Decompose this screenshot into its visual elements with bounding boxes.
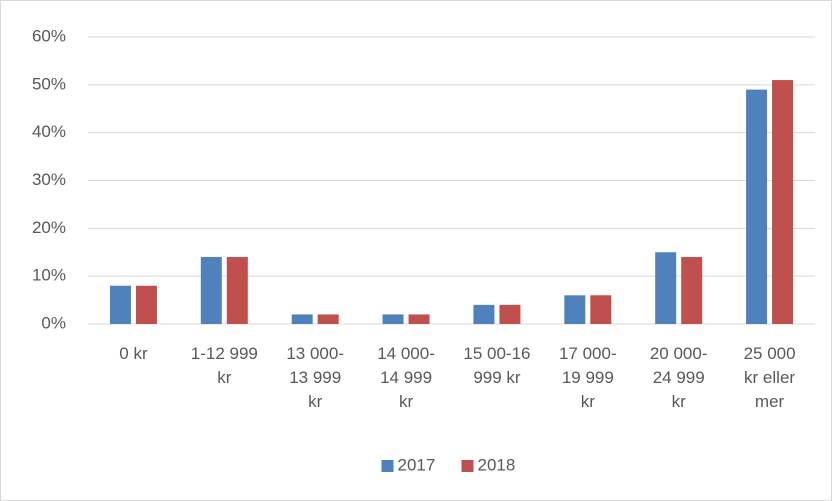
bar — [681, 257, 703, 324]
bar — [135, 285, 157, 324]
bar — [564, 295, 586, 324]
legend-label: 2017 — [398, 455, 436, 474]
legend-swatch — [461, 460, 474, 472]
y-tick-label: 0% — [41, 313, 66, 332]
x-tick-label: 17 000-19 999 kr — [559, 344, 617, 411]
y-tick-label: 40% — [32, 122, 66, 141]
bar — [746, 89, 768, 324]
bar — [109, 285, 131, 324]
bar — [200, 257, 222, 324]
bar — [499, 304, 521, 324]
bar — [317, 314, 339, 324]
y-tick-label: 60% — [32, 26, 66, 45]
bar — [382, 314, 404, 324]
bar — [473, 304, 495, 324]
x-tick-label: 0 kr — [119, 344, 148, 363]
y-tick-label: 30% — [32, 170, 66, 189]
y-tick-label: 10% — [32, 266, 66, 285]
legend-swatch — [381, 460, 394, 472]
legend-label: 2018 — [478, 455, 516, 474]
x-tick-label: 15 00-16 999 kr — [463, 344, 530, 387]
bar — [291, 314, 313, 324]
x-tick-label: 13 000-13 999 kr — [286, 344, 344, 411]
x-tick-label: 1-12 999 kr — [191, 344, 258, 387]
bar — [226, 257, 248, 324]
bar — [590, 295, 612, 324]
x-tick-label: 25 000 kr eller mer — [744, 344, 796, 411]
bar — [772, 80, 794, 324]
bar — [655, 252, 677, 324]
x-tick-label: 20 000-24 999 kr — [650, 344, 708, 411]
y-tick-label: 20% — [32, 218, 66, 237]
y-tick-label: 50% — [32, 74, 66, 93]
x-tick-label: 14 000-14 999 kr — [377, 344, 435, 411]
bar — [408, 314, 430, 324]
